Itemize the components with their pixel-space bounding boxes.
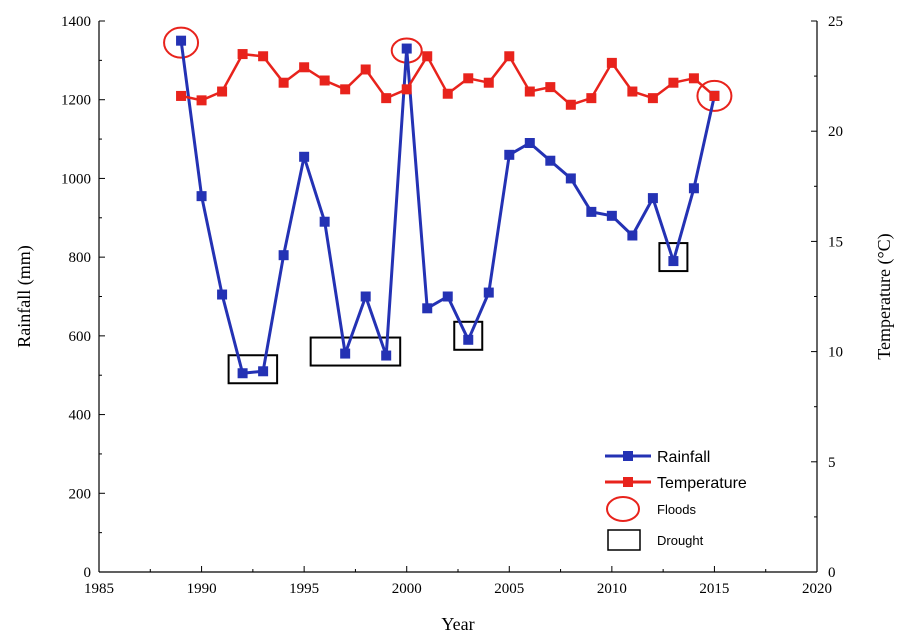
data-point-temperature — [237, 49, 248, 60]
data-point-temperature — [504, 51, 515, 62]
y-tick-label-right: 25 — [828, 14, 843, 30]
legend-rainfall-marker — [623, 451, 633, 461]
data-point-temperature — [688, 73, 699, 84]
x-tick-label: 2010 — [597, 581, 627, 597]
data-point-rainfall — [524, 138, 535, 149]
data-point-rainfall — [299, 151, 310, 162]
axes-group: 1985 1990 1995 2000 2005 2010 2015 202002004006… — [14, 14, 895, 634]
legend-drought-label: Drought — [657, 533, 704, 548]
data-point-temperature — [278, 77, 289, 88]
data-point-rainfall — [196, 191, 207, 202]
y-tick-label-left: 1000 — [61, 171, 91, 187]
y-tick-label-left: 800 — [69, 250, 92, 266]
data-point-rainfall — [381, 350, 392, 361]
x-tick-label: 1990 — [187, 581, 217, 597]
data-point-temperature — [442, 88, 453, 99]
y-tick-label-right: 15 — [828, 234, 843, 250]
data-point-temperature — [360, 64, 371, 75]
data-point-rainfall — [278, 250, 289, 261]
legend-floods-marker — [606, 496, 640, 522]
data-point-rainfall — [504, 149, 515, 160]
data-point-rainfall — [237, 368, 248, 379]
data-point-rainfall — [340, 348, 351, 359]
y-tick-label-right: 10 — [828, 345, 843, 361]
data-point-temperature — [217, 86, 228, 97]
data-point-temperature — [565, 99, 576, 110]
data-point-rainfall — [668, 256, 679, 267]
data-point-temperature — [545, 82, 556, 93]
legend-rainfall-label: Rainfall — [657, 449, 710, 466]
y-tick-label-right: 5 — [828, 455, 836, 471]
legend-temperature-marker — [623, 477, 633, 487]
legend-temperature-label: Temperature — [657, 475, 747, 492]
x-tick-label: 2020 — [802, 581, 832, 597]
x-axis-title: Year — [441, 614, 474, 634]
y-axis-title-left: Rainfall (mm) — [14, 245, 35, 347]
y-tick-label-left: 0 — [84, 565, 92, 581]
y-tick-label-right: 0 — [828, 565, 836, 581]
series-group — [176, 35, 720, 379]
legend-floods-label: Floods — [657, 502, 697, 517]
data-point-temperature — [647, 93, 658, 104]
data-point-temperature — [483, 77, 494, 88]
x-tick-label: 1985 — [84, 581, 114, 597]
y-tick-label-right: 20 — [828, 124, 843, 140]
drought-marker-box — [309, 336, 402, 367]
data-point-rainfall — [647, 193, 658, 204]
drought-marker-box — [227, 354, 279, 385]
data-point-temperature — [381, 93, 392, 104]
data-point-temperature — [668, 77, 679, 88]
y-tick-label-left: 400 — [69, 408, 92, 424]
x-tick-label: 2000 — [392, 581, 422, 597]
legend: Rainfall Temperature Floods Drought — [605, 449, 747, 551]
data-point-rainfall — [586, 206, 597, 217]
data-point-temperature — [586, 93, 597, 104]
data-point-rainfall — [545, 155, 556, 166]
data-point-rainfall — [565, 173, 576, 184]
data-point-temperature — [401, 84, 412, 95]
data-point-rainfall — [360, 291, 371, 302]
data-point-temperature — [524, 86, 535, 97]
data-point-rainfall — [483, 287, 494, 298]
data-point-temperature — [258, 51, 269, 62]
flood-marker-circle — [163, 26, 200, 59]
y-tick-label-left: 1400 — [61, 14, 91, 30]
data-point-rainfall — [688, 183, 699, 194]
drought-marker-box — [453, 320, 484, 351]
flood-marker-circle — [696, 79, 733, 112]
data-point-temperature — [606, 57, 617, 68]
x-tick-label: 2015 — [699, 581, 729, 597]
data-point-rainfall — [463, 334, 474, 345]
data-point-temperature — [176, 90, 187, 101]
data-point-rainfall — [627, 230, 638, 241]
data-point-temperature — [627, 86, 638, 97]
y-tick-label-left: 1200 — [61, 93, 91, 109]
x-tick-label: 1995 — [289, 581, 319, 597]
y-tick-label-left: 600 — [69, 329, 92, 345]
y-tick-label-left: 200 — [69, 486, 92, 502]
data-point-rainfall — [319, 216, 330, 227]
data-point-rainfall — [442, 291, 453, 302]
data-point-rainfall — [401, 43, 412, 54]
annotations-group — [163, 26, 733, 385]
data-point-rainfall — [606, 210, 617, 221]
data-point-temperature — [319, 75, 330, 86]
data-point-rainfall — [176, 35, 187, 46]
data-point-temperature — [340, 84, 351, 95]
data-point-temperature — [422, 51, 433, 62]
data-point-rainfall — [422, 303, 433, 314]
data-point-temperature — [709, 90, 720, 101]
y-axis-title-right: Temperature (°C) — [874, 233, 895, 359]
legend-drought-marker — [607, 529, 641, 551]
data-point-temperature — [196, 95, 207, 106]
data-point-temperature — [463, 73, 474, 84]
drought-marker-box — [658, 242, 689, 273]
data-point-rainfall — [217, 289, 228, 300]
data-point-rainfall — [258, 366, 269, 377]
x-tick-label: 2005 — [494, 581, 524, 597]
data-point-temperature — [299, 62, 310, 73]
